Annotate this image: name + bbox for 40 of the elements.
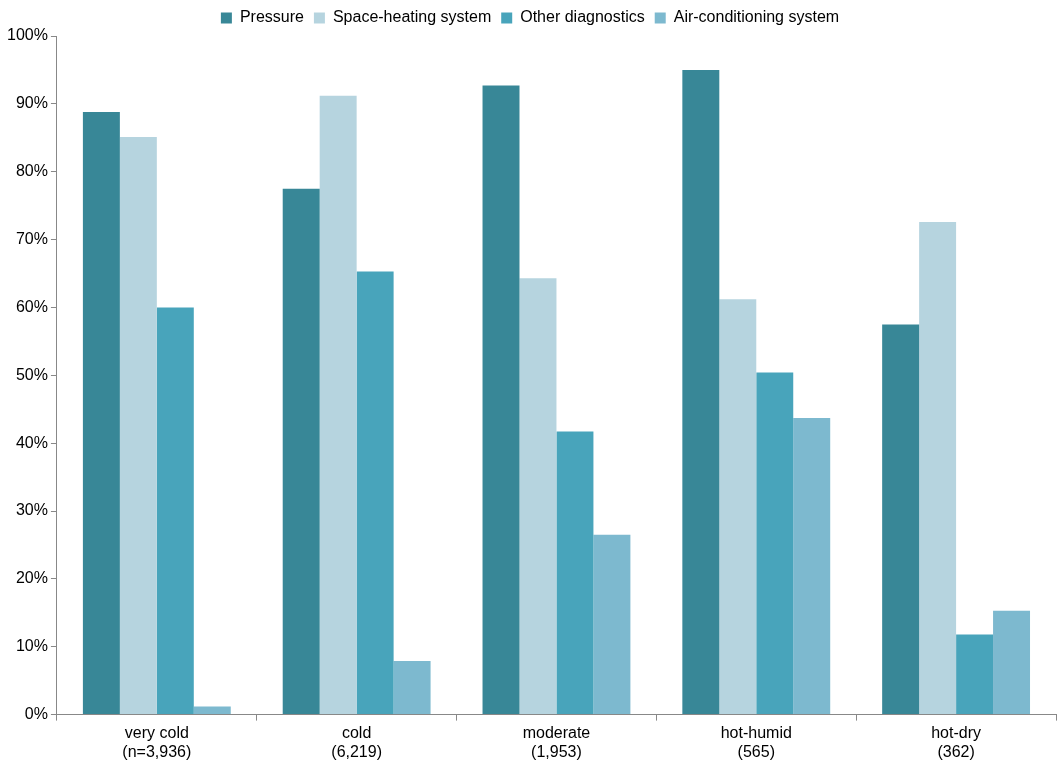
bar — [82, 112, 120, 715]
bar — [119, 137, 157, 715]
legend-label: Air-conditioning system — [673, 8, 840, 26]
y-tick-label: 70% — [15, 229, 48, 247]
y-tick-label: 0% — [24, 705, 48, 723]
y-tick-label: 50% — [15, 365, 48, 383]
bar — [919, 221, 957, 715]
legend-label: Other diagnostics — [520, 8, 645, 26]
bar — [393, 660, 431, 715]
y-tick-label: 10% — [15, 637, 48, 655]
bar — [556, 431, 594, 715]
y-tick-label: 20% — [15, 569, 48, 587]
y-tick-label: 90% — [15, 94, 48, 112]
bar — [682, 69, 720, 715]
bar — [519, 278, 557, 715]
bar — [482, 85, 520, 715]
x-tick-label: hot-humid (565) — [720, 723, 792, 760]
y-tick-label: 60% — [15, 297, 48, 315]
bar — [719, 299, 757, 715]
y-tick-label: 40% — [15, 433, 48, 451]
bar — [956, 634, 994, 715]
bar — [593, 534, 631, 715]
x-tick-label: cold (6,219) — [331, 723, 382, 760]
x-tick-label: hot-dry (362) — [931, 723, 981, 760]
bar — [993, 610, 1031, 715]
legend-label: Space-heating system — [332, 8, 492, 26]
legend-label: Pressure — [239, 8, 305, 26]
bar — [319, 95, 357, 715]
bar — [282, 188, 320, 715]
bar — [756, 372, 794, 715]
bar — [156, 307, 194, 715]
bar — [793, 418, 831, 715]
x-tick-label: very cold (n=3,936) — [122, 723, 192, 760]
bar — [193, 706, 231, 715]
y-tick-label: 30% — [15, 501, 48, 519]
bar — [356, 271, 394, 715]
x-tick-label: moderate (1,953) — [522, 723, 591, 760]
bar — [882, 324, 920, 715]
y-tick-label: 100% — [7, 26, 48, 44]
y-tick-label: 80% — [15, 162, 48, 180]
